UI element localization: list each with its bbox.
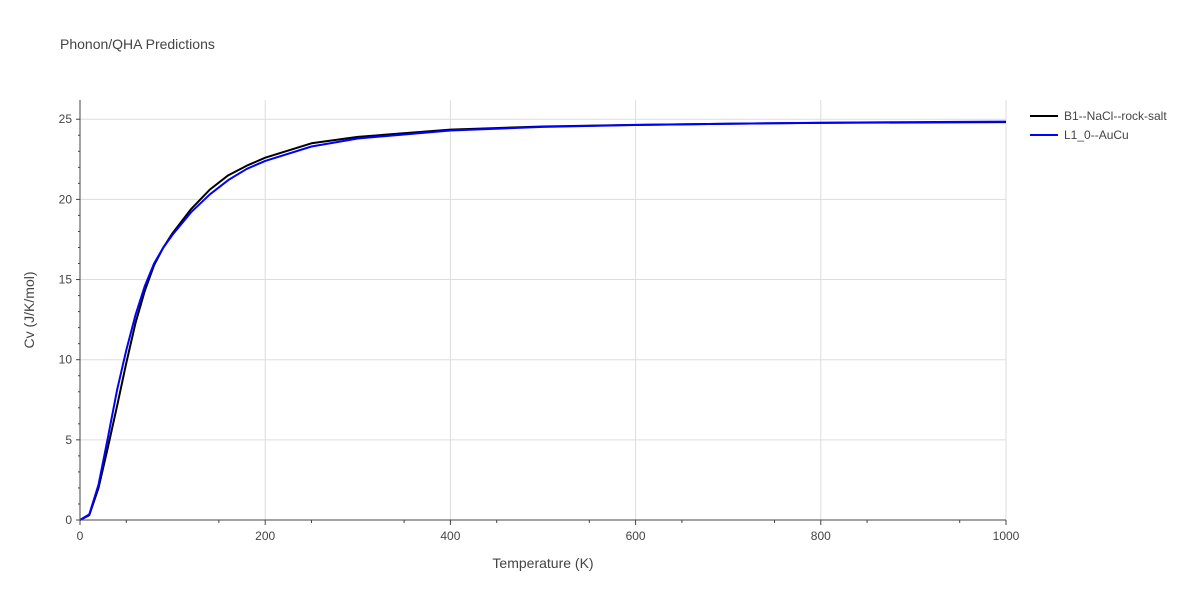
x-axis-title: Temperature (K): [492, 555, 594, 571]
y-axis-title: Cv (J/K/mol): [21, 271, 37, 349]
legend-item-series-2[interactable]: L1_0--AuCu: [1030, 125, 1167, 144]
legend: B1--NaCl--rock-salt L1_0--AuCu: [1030, 106, 1167, 144]
legend-swatch-series-1: [1030, 114, 1058, 117]
x-tick-label: 200: [255, 529, 275, 543]
x-tick-label: 800: [811, 529, 831, 543]
legend-label-series-2: L1_0--AuCu: [1064, 127, 1129, 142]
grid-lines: [80, 100, 1007, 520]
y-tick-label: 25: [59, 112, 73, 126]
series-line-2: [79, 120, 1007, 521]
series-line-1: [79, 121, 1007, 521]
y-tick-label: 5: [65, 433, 72, 447]
y-tick-label: 20: [59, 192, 73, 206]
axes: 0 5 10 15 20 25 0 200 400 600 800 1000: [59, 100, 1020, 543]
x-tick-label: 1000: [993, 529, 1020, 543]
x-tick-label: 400: [440, 529, 460, 543]
legend-item-series-1[interactable]: B1--NaCl--rock-salt: [1030, 106, 1167, 125]
legend-label-series-1: B1--NaCl--rock-salt: [1064, 108, 1167, 123]
legend-swatch-series-2: [1030, 133, 1058, 136]
chart-title: Phonon/QHA Predictions: [60, 36, 215, 52]
series-lines: [79, 120, 1007, 521]
y-tick-label: 15: [59, 273, 73, 287]
y-tick-label: 10: [59, 353, 73, 367]
y-tick-label: 0: [65, 513, 72, 527]
x-tick-label: 0: [77, 529, 84, 543]
x-tick-label: 600: [626, 529, 646, 543]
